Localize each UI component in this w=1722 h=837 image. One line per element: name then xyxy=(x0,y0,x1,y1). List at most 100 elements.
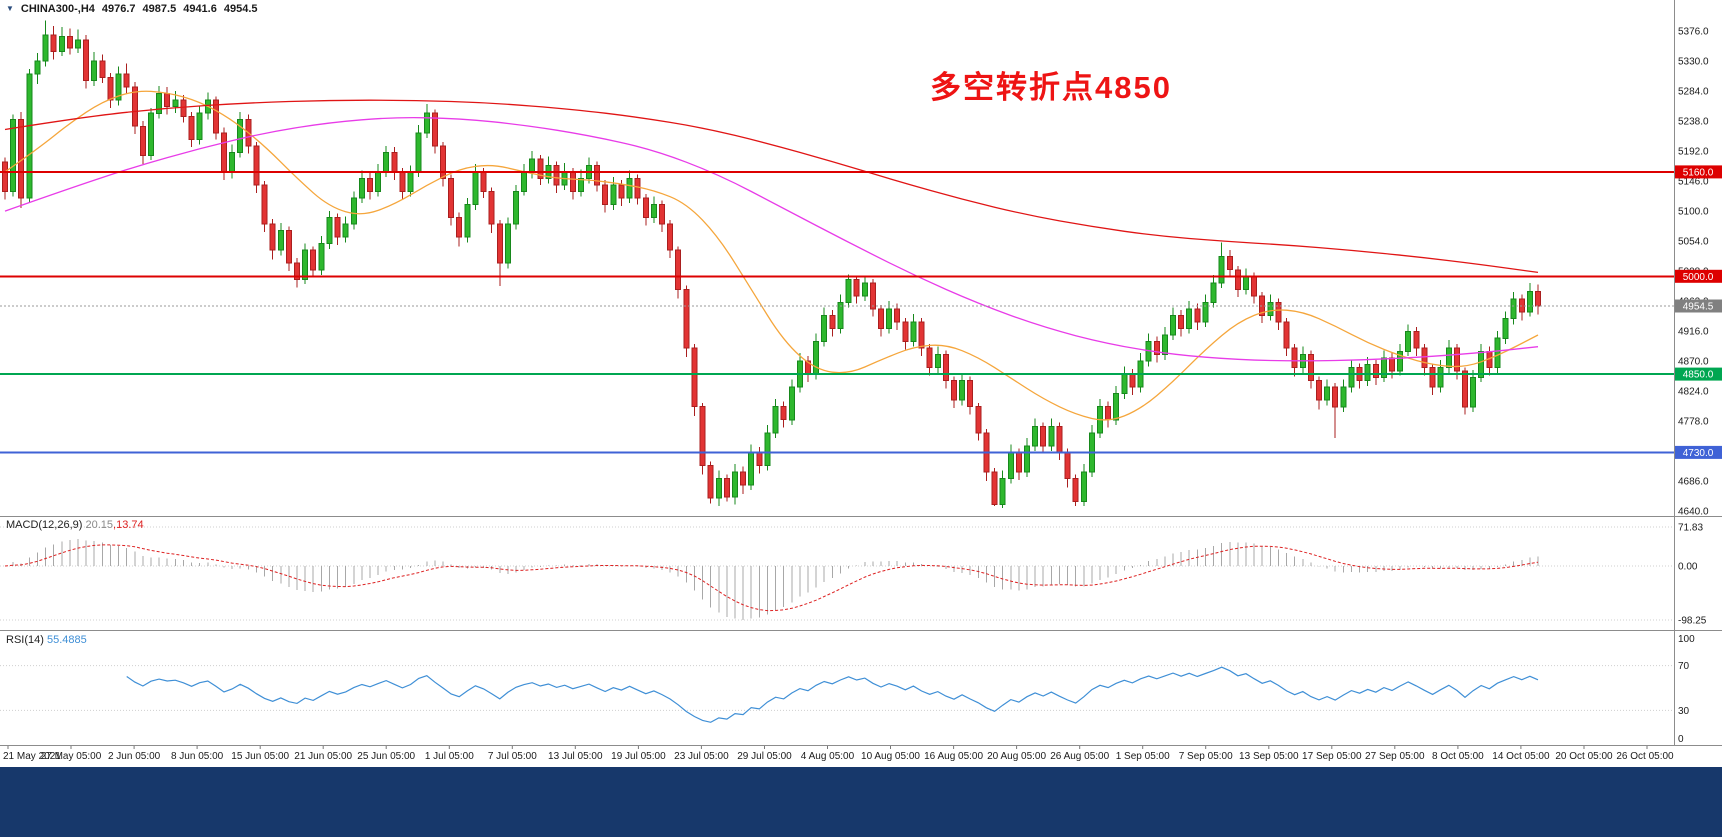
candle xyxy=(196,112,203,140)
candle xyxy=(148,112,154,157)
candle xyxy=(975,406,982,434)
candle xyxy=(902,321,909,342)
candle xyxy=(342,223,349,238)
candle xyxy=(188,116,195,140)
candle xyxy=(350,197,357,225)
price-axis-label: 4686.0 xyxy=(1678,477,1709,488)
candle xyxy=(667,223,674,251)
candle xyxy=(294,262,300,281)
candle xyxy=(1364,363,1371,382)
time-label: 1 Jul 05:00 xyxy=(425,751,474,762)
candle xyxy=(1494,337,1501,369)
candle xyxy=(2,161,8,193)
candle xyxy=(1389,357,1395,372)
candle xyxy=(659,204,665,225)
price-axis-label: 4778.0 xyxy=(1678,417,1709,428)
price-badge xyxy=(1675,367,1722,381)
candle xyxy=(707,464,714,499)
time-label: 26 Aug 05:00 xyxy=(1050,751,1109,762)
candle xyxy=(634,177,641,199)
candle xyxy=(894,308,901,323)
price-axis-label: 4870.0 xyxy=(1678,357,1709,368)
candle xyxy=(318,243,325,271)
macd-axis-label: 71.83 xyxy=(1678,523,1703,534)
candle xyxy=(326,217,333,245)
candle xyxy=(1129,373,1136,388)
candle xyxy=(683,288,690,349)
candle xyxy=(1421,347,1428,369)
candle xyxy=(1462,370,1468,408)
candle xyxy=(1064,451,1071,479)
candle xyxy=(691,347,698,408)
candle xyxy=(1413,331,1420,349)
taskbar[interactable] xyxy=(0,767,1722,837)
rsi-name: RSI(14) xyxy=(6,634,44,646)
candle xyxy=(1121,373,1128,395)
candle xyxy=(237,119,244,153)
time-label: 29 Jul 05:00 xyxy=(737,751,792,762)
candle xyxy=(1437,367,1444,388)
rsi-value: 55.4885 xyxy=(46,634,87,646)
ohlc-close: 4954.5 xyxy=(223,3,258,15)
candle xyxy=(1226,256,1233,271)
candle xyxy=(1194,308,1201,323)
candle xyxy=(942,354,949,382)
candle xyxy=(504,223,511,264)
candle xyxy=(837,301,844,329)
candle xyxy=(853,279,860,297)
price-axis-label: 4824.0 xyxy=(1678,387,1709,398)
candle xyxy=(1429,367,1436,388)
candle xyxy=(1186,308,1193,329)
candle xyxy=(310,249,317,271)
candle xyxy=(1470,376,1477,408)
candle xyxy=(886,308,893,329)
candle xyxy=(675,249,682,290)
candle xyxy=(1291,347,1298,369)
candle xyxy=(221,132,227,173)
candle xyxy=(375,171,382,192)
rsi-line xyxy=(126,666,1539,723)
time-label: 20 Oct 05:00 xyxy=(1555,751,1613,762)
time-label: 21 Jun 05:00 xyxy=(294,751,352,762)
candle xyxy=(1040,425,1047,447)
candle xyxy=(650,204,657,218)
candle xyxy=(1105,406,1112,421)
symbol-name: CHINA300-,H4 xyxy=(20,3,95,15)
candle xyxy=(740,471,747,486)
time-label: 8 Oct 05:00 xyxy=(1432,751,1484,762)
candle xyxy=(1526,291,1533,313)
candle xyxy=(83,39,90,82)
time-label: 23 Jul 05:00 xyxy=(674,751,729,762)
price-badge-label: 4850.0 xyxy=(1683,370,1714,381)
candle xyxy=(1113,393,1120,421)
price-axis-label: 5284.0 xyxy=(1678,87,1709,98)
candle xyxy=(1210,282,1217,303)
time-label: 17 Sep 05:00 xyxy=(1302,751,1362,762)
price-axis[interactable]: 5376.0 5330.0 5284.0 5238.0 5192.0 5146.0 5100… xyxy=(1675,27,1722,518)
candle xyxy=(1502,318,1509,339)
candle xyxy=(423,112,430,134)
candle xyxy=(334,217,341,238)
candle xyxy=(269,223,276,251)
candle xyxy=(999,478,1006,506)
candle xyxy=(1072,478,1079,502)
candle xyxy=(934,354,941,369)
time-label: 14 Oct 05:00 xyxy=(1492,751,1550,762)
candle xyxy=(440,145,446,179)
price-badge-label: 5160.0 xyxy=(1683,167,1714,178)
candle xyxy=(1161,334,1168,356)
candle xyxy=(1380,357,1387,378)
candle xyxy=(1080,471,1087,502)
symbol-marker-icon[interactable]: ▼ xyxy=(6,4,14,13)
candle xyxy=(1445,347,1452,369)
candle xyxy=(1234,269,1241,290)
candle xyxy=(861,282,868,297)
time-label: 8 Jun 05:00 xyxy=(171,751,224,762)
annotation-text[interactable]: 多空转折点4850 xyxy=(930,70,1172,105)
rsi-axis-label: 30 xyxy=(1678,706,1690,717)
candle xyxy=(1267,301,1274,316)
candle xyxy=(967,380,974,408)
